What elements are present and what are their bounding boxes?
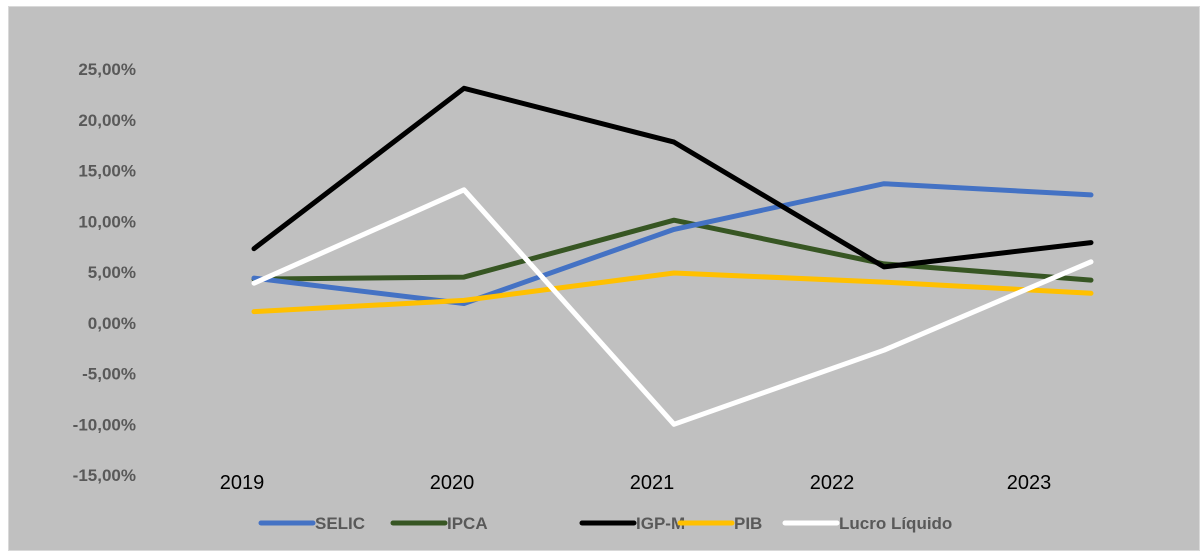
legend-label: IGP-M [636,514,685,533]
y-axis-ticks: 25,00% 20,00% 15,00% 10,00% 5,00% 0,00% -5,00%… [73,60,136,485]
legend-label: Lucro Líquido [839,514,952,533]
y-tick-label: -10,00% [73,415,136,434]
series-line-ipca [251,217,1094,283]
x-tick-label: 2019 [220,472,265,494]
y-tick-label: 10,00% [78,212,136,231]
x-tick-label: 2023 [1007,472,1052,494]
legend-label: PIB [734,514,762,533]
y-tick-label: 20,00% [78,111,136,130]
series-line-igp-m [251,85,1094,270]
series-line-pib [251,270,1094,315]
y-tick-label: 15,00% [78,162,136,181]
legend-label: IPCA [447,514,488,533]
legend: SELIC IPCA IGP-M PIB Lucro Líquido [258,514,952,533]
chart-area: 25,00% 20,00% 15,00% 10,00% 5,00% 0,00% -5,00%… [8,6,1200,551]
x-tick-label: 2021 [630,472,675,494]
y-tick-label: 5,00% [88,263,136,282]
line-chart: 25,00% 20,00% 15,00% 10,00% 5,00% 0,00% -5,00%… [73,60,1094,533]
y-tick-label: -15,00% [73,466,136,485]
x-tick-label: 2020 [430,472,475,494]
y-tick-label: 0,00% [88,314,136,333]
series-line-lucro-l-quido [251,187,1094,427]
legend-label: SELIC [315,514,365,533]
y-tick-label: 25,00% [78,60,136,79]
series-line-selic [251,181,1094,306]
x-axis-ticks: 2019 2020 2021 2022 2023 [220,472,1052,494]
y-tick-label: -5,00% [82,365,136,384]
series-lines [251,85,1094,427]
x-tick-label: 2022 [810,472,855,494]
